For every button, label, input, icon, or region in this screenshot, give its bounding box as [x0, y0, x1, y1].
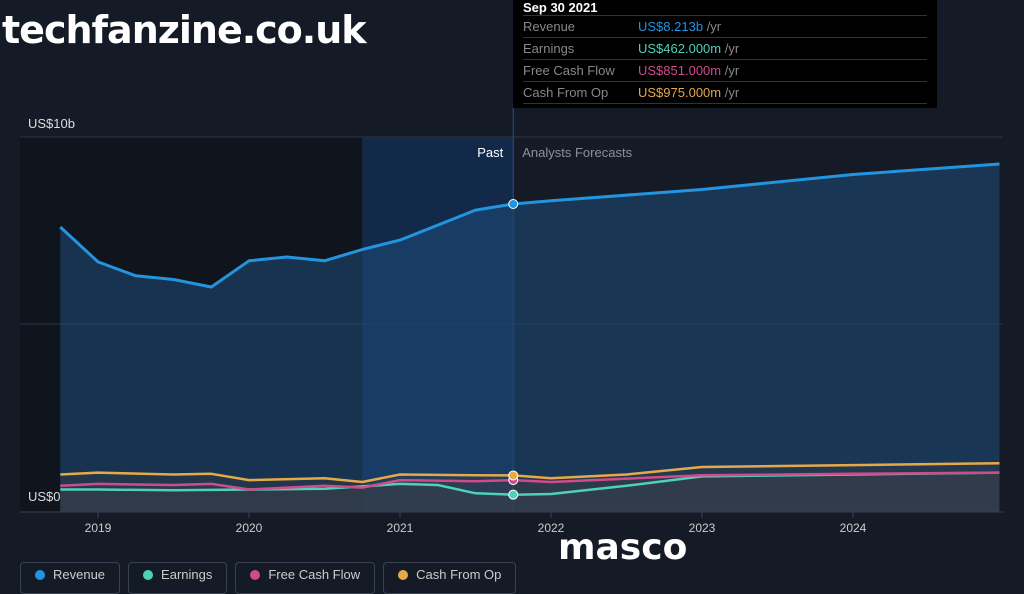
- x-tick-label: 2021: [387, 521, 414, 535]
- tooltip-unit: /yr: [724, 41, 740, 56]
- area-earnings: [60, 472, 1000, 512]
- tooltip-row: Cash From Op US$975.000m /yr: [523, 81, 927, 103]
- legend-dot-icon: [250, 570, 261, 580]
- tooltip-label: Earnings: [523, 41, 575, 56]
- tooltip-label: Free Cash Flow: [523, 63, 615, 78]
- line-free-cash-flow: [60, 471, 1000, 491]
- tooltip-row: Free Cash Flow US$851.000m /yr: [523, 59, 927, 81]
- line-earnings: [60, 471, 1000, 496]
- watermark-top: techfanzine.co.uk: [2, 8, 367, 52]
- x-tick-label: 2022: [538, 521, 565, 535]
- legend-item[interactable]: Revenue: [20, 562, 121, 594]
- legend-item[interactable]: Free Cash Flow: [235, 562, 376, 594]
- y-tick-label: US$0: [28, 489, 61, 504]
- tooltip-unit: /yr: [724, 63, 740, 78]
- tooltip-unit: /yr: [706, 19, 722, 34]
- tooltip-label: Revenue: [523, 19, 576, 34]
- legend-dot-icon: [398, 570, 409, 580]
- legend-label: Cash From Op: [416, 567, 502, 582]
- legend-label: Free Cash Flow: [268, 567, 361, 582]
- x-tick-label: 2023: [689, 521, 716, 535]
- tooltip: Sep 30 2021 Revenue US$8.213b /yr Earnings…: [513, 0, 937, 108]
- tooltip-row: Earnings US$462.000m /yr: [523, 37, 927, 59]
- tooltip-value: US$975.000m: [638, 85, 722, 100]
- marker-revenue: [508, 199, 519, 210]
- tooltip-date: Sep 30 2021: [523, 0, 598, 15]
- tooltip-value: US$462.000m: [638, 41, 722, 56]
- legend-dot-icon: [35, 570, 45, 580]
- marker-earnings: [508, 489, 519, 500]
- tooltip-divider: [523, 103, 927, 104]
- legend-label: Revenue: [53, 567, 106, 582]
- tooltip-unit: /yr: [724, 85, 740, 100]
- area-revenue: [60, 164, 1000, 512]
- legend-label: Earnings: [161, 567, 213, 582]
- tooltip-row: Revenue US$8.213b /yr: [523, 15, 927, 37]
- legend-dot-icon: [143, 570, 154, 580]
- tooltip-value: US$851.000m: [638, 63, 722, 78]
- x-tick-label: 2020: [236, 521, 263, 535]
- chart: US$10b US$0 Past Analysts Forecasts 2019 2020…: [20, 105, 1003, 535]
- marker-cash-from-op: [508, 470, 519, 481]
- x-tick-label: 2024: [840, 521, 867, 535]
- watermark-bottom: masco: [558, 527, 688, 568]
- legend-item[interactable]: Cash From Op: [383, 562, 517, 594]
- tooltip-value: US$8.213b: [638, 19, 704, 34]
- tooltip-label: Cash From Op: [523, 85, 609, 100]
- line-cash-from-op: [60, 462, 1000, 484]
- forecast-label: Analysts Forecasts: [522, 145, 632, 160]
- x-tick-label: 2019: [85, 521, 112, 535]
- past-label: Past: [477, 145, 503, 160]
- y-tick-label: US$10b: [28, 116, 75, 131]
- line-revenue: [59, 162, 1000, 289]
- legend-item[interactable]: Earnings: [128, 562, 228, 594]
- legend: Revenue Earnings Free Cash Flow Cash From O…: [20, 562, 517, 594]
- area-free-cash-flow: [60, 472, 1000, 512]
